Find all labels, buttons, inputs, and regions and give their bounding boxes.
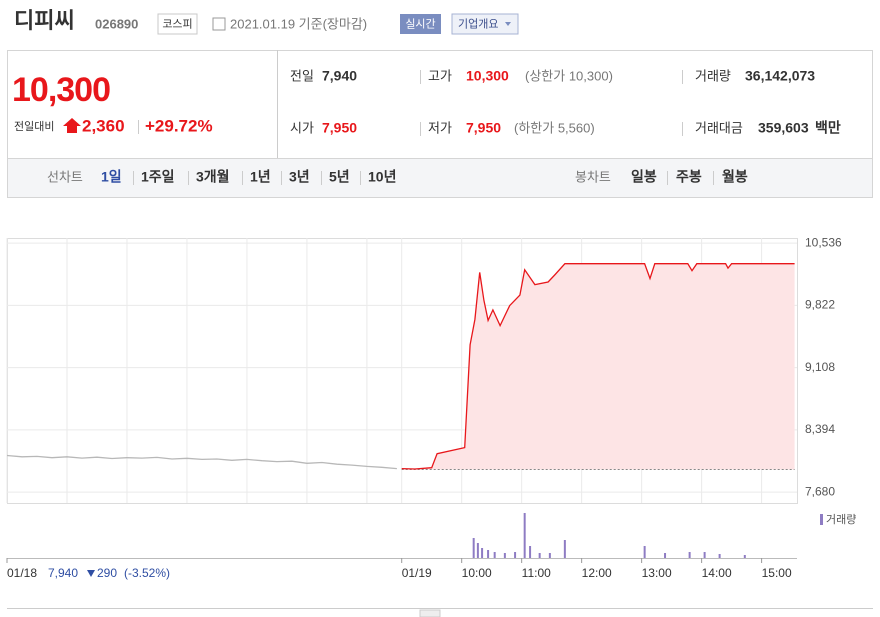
volume-bar: [487, 550, 490, 558]
market-badge: [157, 13, 198, 35]
price-line: [6, 454, 397, 470]
volume-bar: [703, 552, 706, 558]
volume-bar: [743, 555, 746, 558]
volume-bar: [538, 553, 541, 558]
dropdown-arrow: [505, 22, 511, 26]
tab[interactable]: 월봉: [722, 169, 748, 185]
volume-bar: [481, 548, 484, 558]
summary-label: 거래대금: [695, 120, 743, 135]
summary-value: 10,300: [466, 68, 509, 84]
summary-label: 시가: [290, 120, 314, 135]
tab-bar: [7, 158, 873, 198]
volume-bar: [472, 538, 475, 558]
x-tick-label: 11:00: [522, 566, 551, 580]
prev-change: 290: [97, 566, 117, 580]
current-price: 10,300: [12, 71, 110, 109]
tabs: 선차트 1일 1주일 3개월 1년 3년 5년 10년 봉차트 일봉 주봉 월봉: [47, 169, 748, 185]
volume-bar: [548, 553, 551, 558]
prev-rate: (-3.52%): [124, 566, 170, 580]
tab-group-label: 봉차트: [575, 169, 611, 184]
volume-bar: [718, 554, 721, 558]
summary-label: 저가: [428, 120, 452, 135]
volume-bar: [503, 553, 506, 558]
summary-value: 7,950: [322, 120, 357, 136]
volume-bar: [493, 552, 496, 558]
change-rate: +29.72%: [145, 116, 213, 135]
stock-code: 026890: [95, 16, 138, 31]
summary-label: 고가: [428, 68, 452, 83]
volume-bar: [688, 552, 691, 558]
company-button[interactable]: [451, 13, 519, 35]
stock-name: 디피씨: [14, 8, 75, 33]
tab[interactable]: 10년: [368, 169, 396, 185]
summary-note: (상한가 10,300): [525, 68, 613, 83]
tab[interactable]: 일봉: [631, 169, 657, 185]
prev-close: 7,940: [48, 566, 78, 580]
tab[interactable]: 5년: [329, 169, 350, 185]
down-arrow: [87, 570, 95, 577]
y-tick-label: 8,394: [805, 422, 835, 436]
up-arrow: [63, 118, 81, 133]
change: 2,360: [82, 116, 125, 135]
calendar-icon: [212, 17, 226, 31]
date: 2021.01.19 기준(장마감): [230, 16, 367, 31]
summary-box: [7, 50, 873, 159]
volume-bar: [514, 552, 517, 558]
x-tick-label: 15:00: [762, 566, 792, 580]
volume-bar: [664, 553, 667, 558]
summary-label: 전일: [290, 68, 314, 83]
market: 코스피: [162, 17, 192, 30]
summary-value: 36,142,073: [745, 68, 815, 84]
x-tick-label: 01/19: [402, 566, 432, 580]
realtime-button[interactable]: [400, 14, 441, 34]
volume-bar: [529, 546, 532, 558]
company-info[interactable]: 기업개요: [458, 17, 498, 30]
legend-swatch: [820, 514, 823, 525]
y-tick-label: 9,822: [805, 298, 835, 312]
summary-unit: 백만: [815, 120, 841, 136]
volume-bar: [643, 546, 646, 558]
price-line: [401, 263, 795, 470]
volume-bar: [563, 540, 566, 558]
summary-note: (하한가 5,560): [514, 120, 595, 135]
tab[interactable]: 1년: [250, 169, 271, 185]
y-tick-label: 9,108: [805, 360, 835, 374]
summary-label: 거래량: [695, 68, 731, 83]
scroll-handle[interactable]: [419, 609, 441, 617]
tab[interactable]: 1주일: [141, 169, 175, 185]
volume-bar: [523, 513, 526, 558]
area: [401, 263, 795, 470]
summary-value: 7,940: [322, 68, 357, 84]
tab[interactable]: 주봉: [676, 169, 702, 185]
summary-value: 359,603: [758, 120, 809, 136]
x-tick-label: 14:00: [702, 566, 732, 580]
realtime[interactable]: 실시간: [405, 17, 435, 30]
chart: 7,680 8,394 9,108 9,822 10,536 01/18 01/19 10:0…: [6, 235, 856, 580]
tab-group-label: 선차트: [47, 169, 83, 184]
y-tick-label: 7,680: [805, 484, 835, 498]
x-tick-label: 12:00: [582, 566, 612, 580]
change-label: 전일대비: [14, 119, 54, 133]
tab[interactable]: 3개월: [196, 169, 230, 185]
y-tick-label: 10,536: [805, 235, 842, 249]
x-tick-label: 10:00: [462, 566, 492, 580]
x-tick-label: 13:00: [642, 566, 672, 580]
tab[interactable]: 1일: [101, 169, 122, 185]
legend-label: 거래량: [826, 513, 856, 526]
volume-bar: [476, 543, 479, 558]
tab[interactable]: 3년: [289, 169, 310, 185]
summary-value: 7,950: [466, 120, 501, 136]
x-tick-label: 01/18: [7, 566, 37, 580]
